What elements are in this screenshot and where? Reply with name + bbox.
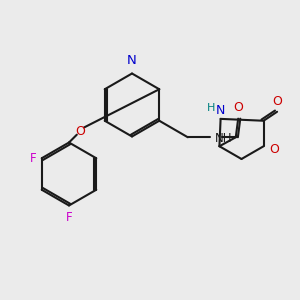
Text: N: N <box>216 104 225 117</box>
Text: O: O <box>76 124 85 138</box>
Text: O: O <box>270 143 280 156</box>
Text: F: F <box>66 211 72 224</box>
Text: O: O <box>233 101 243 114</box>
Text: O: O <box>272 95 282 108</box>
Text: NH: NH <box>215 132 232 145</box>
Text: N: N <box>127 55 137 68</box>
Text: H: H <box>207 103 215 113</box>
Text: F: F <box>30 152 36 165</box>
